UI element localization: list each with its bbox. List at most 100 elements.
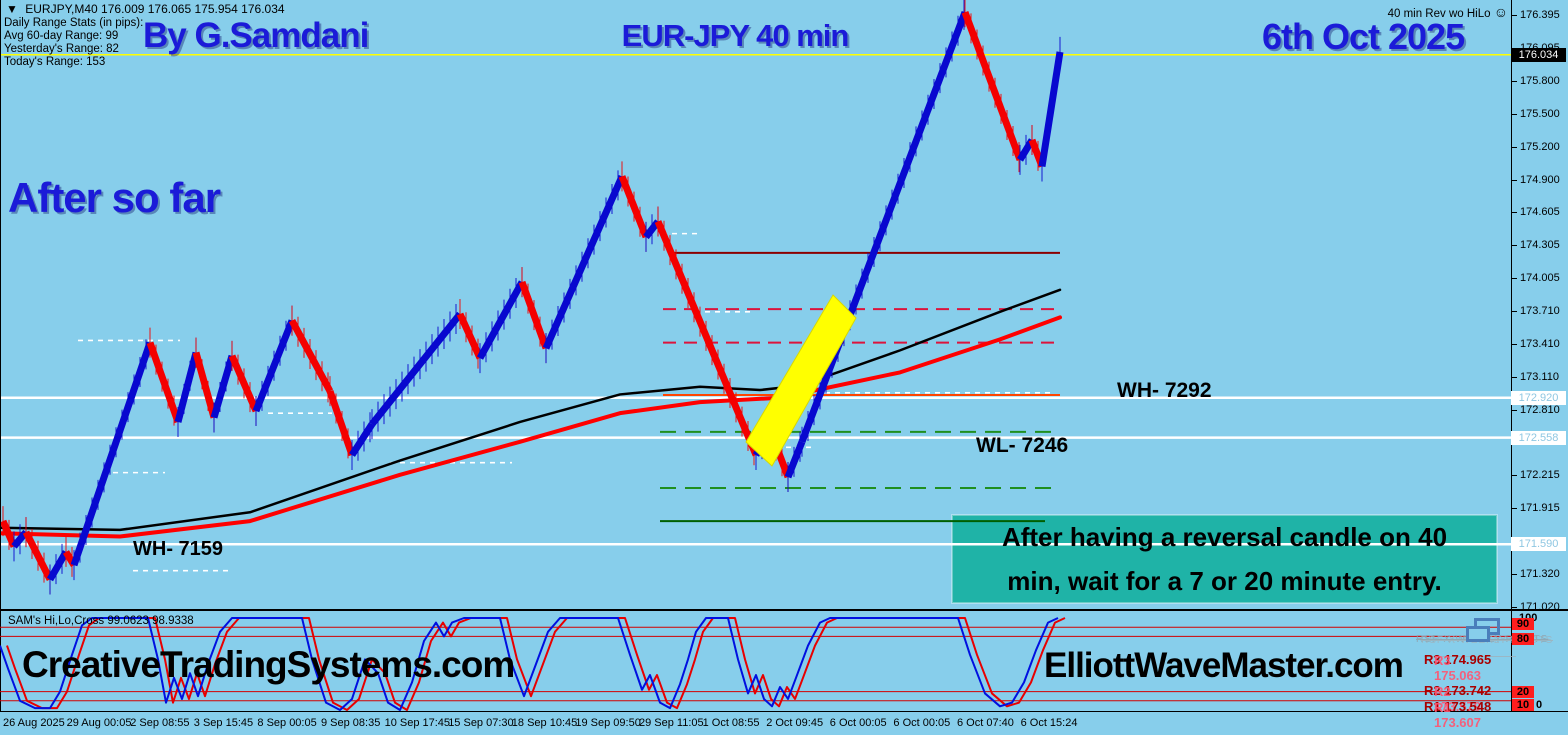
time-tick-label: 18 Sep 10:45	[511, 717, 578, 729]
price-tick-dash	[1512, 80, 1517, 82]
price-tick-label: 171.320	[1520, 567, 1560, 580]
time-tick-label: 2 Sep 08:55	[130, 717, 190, 729]
page-title: EUR-JPY 40 min	[621, 18, 850, 53]
time-tick-label: 2 Oct 09:45	[766, 717, 824, 729]
price-tick-label: 176.395	[1520, 9, 1560, 21]
price-tick-dash	[1512, 376, 1517, 378]
swing-down-segment	[228, 354, 260, 413]
oscillator-level-tag: 80	[1512, 633, 1534, 645]
info-box-line1: After having a reversal candle on 40	[1001, 521, 1448, 552]
time-tick-label: 9 Sep 08:35	[321, 717, 381, 729]
smiley-icon: ☺	[1493, 4, 1508, 20]
pivot-label-light: R1 173.607	[1434, 700, 1481, 730]
info-box: After having a reversal candle on 40 min…	[952, 515, 1497, 603]
symbol-header[interactable]: ▼ EURJPY,M40 176.009 176.065 175.954 176…	[6, 2, 285, 16]
prior-weekly-high-label: WH- 7159	[133, 538, 224, 560]
stats-line-1: Daily Range Stats (in pips):	[4, 17, 144, 29]
current-price-tag: 176.034	[1511, 47, 1566, 62]
swing-down-segment	[618, 175, 650, 239]
time-tick-label: 3 Sep 15:45	[193, 717, 254, 729]
pivot-label-dark: R1 173.548	[1424, 699, 1492, 714]
price-tick-label: 173.710	[1520, 304, 1560, 317]
ma-red-line	[0, 315, 1062, 539]
price-tick-label: 174.305	[1520, 239, 1560, 252]
time-tick-label: 10 Sep 17:45	[384, 717, 451, 729]
time-tick-label: 29 Sep 11:05	[639, 717, 704, 729]
swing-up-segment	[252, 319, 296, 413]
time-tick-label: 6 Oct 00:05	[829, 717, 887, 729]
oscillator-blue-line	[0, 617, 1059, 711]
oscillator-scale-bottom: 0	[1536, 699, 1543, 711]
swing-down-segment	[518, 280, 550, 350]
level-price-tag: 171.590	[1511, 537, 1566, 552]
price-tick-label: 175.500	[1520, 107, 1560, 120]
watermark-underline	[1424, 656, 1516, 657]
stats-line-2: Avg 60-day Range: 99	[4, 30, 119, 42]
ma-black-line	[0, 288, 1062, 532]
time-tick-label: 26 Aug 2025	[3, 717, 65, 729]
price-tick-dash	[1512, 179, 1517, 181]
level-price-tag: 172.920	[1511, 390, 1566, 405]
info-box-rect	[951, 514, 1498, 604]
price-tick-label: 174.605	[1520, 206, 1560, 219]
footer-right-brand: ElliottWaveMaster.com	[1044, 646, 1404, 685]
price-tick-dash	[1512, 607, 1517, 608]
weekly-high-label: WH- 7292	[1117, 379, 1212, 402]
symbol-ohlc-text: EURJPY,M40 176.009 176.065 175.954 176.0…	[25, 2, 285, 16]
restore-window-icon[interactable]	[1466, 618, 1500, 642]
price-tick-label: 171.915	[1520, 502, 1560, 515]
date-title: 6th Oct 2025	[1262, 16, 1465, 57]
pivot-label-row: R3 174.965 R3 175.063	[1424, 652, 1492, 683]
time-tick-label: 6 Oct 00:05	[893, 717, 951, 729]
price-tick-dash	[1512, 146, 1517, 148]
time-tick-label: 8 Sep 00:05	[257, 717, 317, 729]
pivot-label-light: R2 173.579	[1434, 684, 1481, 714]
signal-arrow	[745, 294, 857, 467]
swing-down-segment	[0, 519, 18, 548]
swing-up-segment	[70, 341, 154, 567]
time-tick-label: 6 Oct 07:40	[957, 717, 1014, 729]
swing-up-segment	[1038, 51, 1064, 167]
daily-range-stats: Daily Range Stats (in pips): Avg 60-day …	[4, 17, 143, 69]
time-tick-label: 19 Sep 09:50	[575, 717, 641, 729]
template-name: 40 min Rev wo HiLo	[1387, 8, 1491, 20]
price-tick-dash	[1512, 113, 1517, 115]
price-tick-label: 174.005	[1520, 272, 1560, 285]
swing-up-segment	[46, 550, 70, 582]
stats-line-4: Today's Range: 153	[4, 56, 106, 68]
swing-up-segment	[369, 311, 463, 427]
oscillator-red-line	[6, 617, 1066, 711]
level-price-tag: 172.558	[1511, 430, 1566, 445]
price-tick-label: 172.810	[1520, 403, 1560, 416]
price-tick-dash	[1512, 245, 1517, 247]
price-tick-dash	[1512, 15, 1517, 16]
author-title: By G.Samdani	[143, 16, 369, 55]
price-tick-dash	[1512, 310, 1517, 312]
price-tick-dash	[1512, 508, 1517, 510]
price-tick-dash	[1512, 278, 1517, 280]
template-label: 40 min Rev wo HiLo ☺	[1280, 4, 1508, 20]
swing-down-segment	[326, 389, 356, 457]
price-tick-dash	[1512, 212, 1517, 214]
pivot-label-light: R3 175.063	[1434, 653, 1481, 683]
oscillator-level-tag: 20	[1512, 686, 1534, 698]
pivot-label-row: R2 173.742 R2 173.579	[1424, 683, 1491, 714]
price-tick-dash	[1512, 475, 1517, 477]
stats-line-3: Yesterday's Range: 82	[4, 43, 119, 55]
info-box-line2: min, wait for a 7 or 20 minute entry.	[1007, 565, 1442, 596]
footer-left-brand: CreativeTradingSystems.com	[22, 644, 515, 685]
price-tick-dash	[1512, 343, 1517, 345]
note-text: After so far	[8, 174, 221, 221]
price-tick-dash	[1512, 573, 1517, 575]
price-tick-label: 173.110	[1520, 370, 1559, 383]
pivot-label-row: R1 173.548 R1 173.607	[1424, 699, 1492, 730]
swing-up-segment	[349, 422, 375, 457]
swing-up-segment	[174, 351, 200, 423]
symbol-dropdown-icon[interactable]: ▼	[6, 2, 18, 16]
swing-down-segment	[456, 312, 484, 360]
pivot-label-dark: R3 174.965	[1424, 652, 1492, 667]
swing-up-segment	[542, 174, 626, 350]
swing-down-segment	[654, 220, 760, 457]
